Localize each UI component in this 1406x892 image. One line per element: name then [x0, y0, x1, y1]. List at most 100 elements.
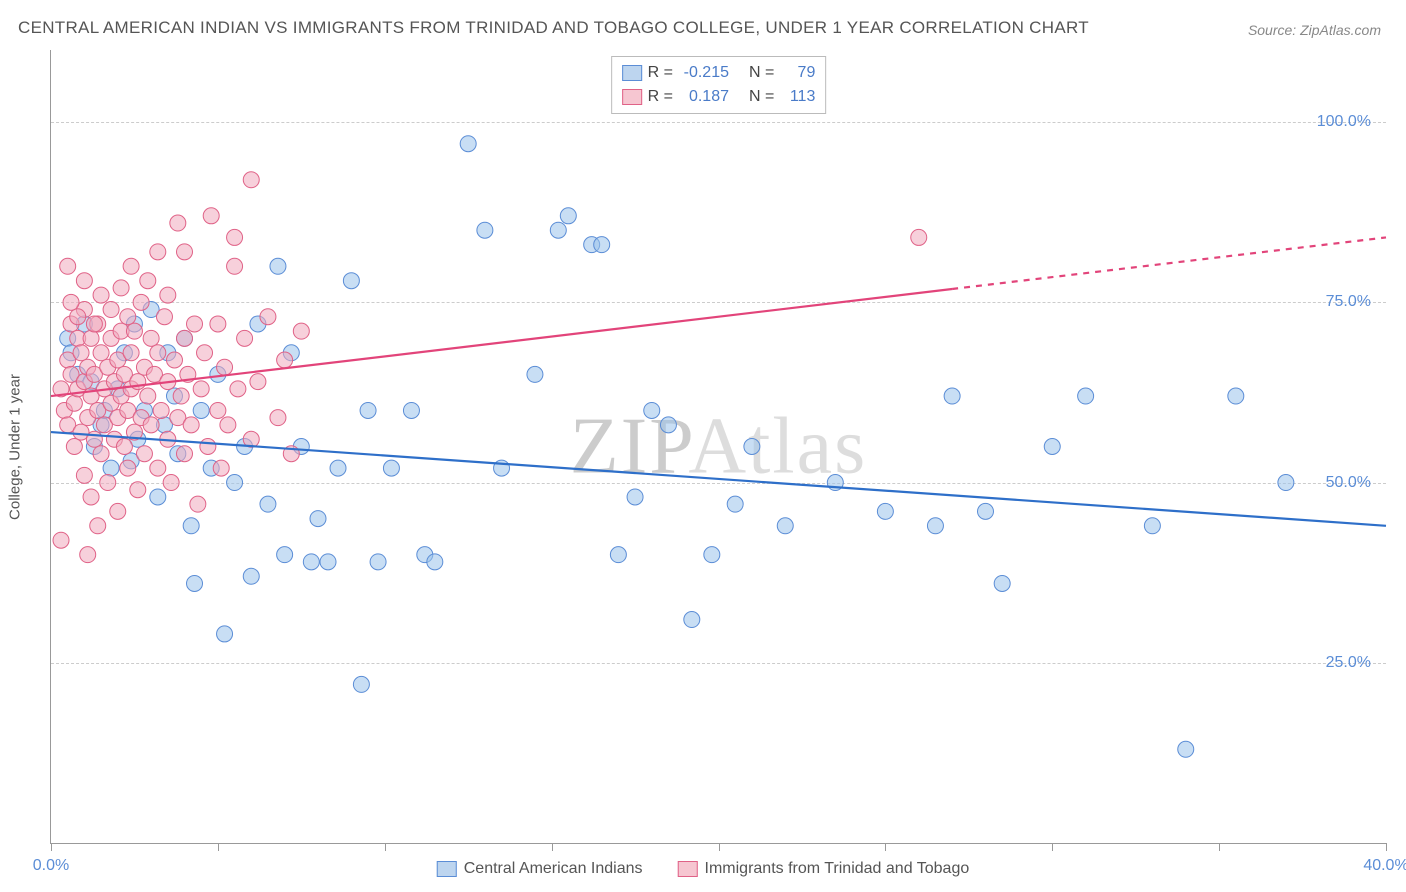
scatter-point — [1044, 439, 1060, 455]
legend-item: Central American Indians — [437, 860, 643, 878]
scatter-point — [103, 460, 119, 476]
scatter-point — [156, 309, 172, 325]
scatter-point — [293, 323, 309, 339]
scatter-point — [527, 366, 543, 382]
scatter-point — [1228, 388, 1244, 404]
scatter-point — [200, 439, 216, 455]
scatter-point — [100, 475, 116, 491]
legend-stats-row: R = 0.187 N = 113 — [622, 85, 816, 109]
scatter-point — [237, 330, 253, 346]
scatter-point — [153, 402, 169, 418]
scatter-point — [210, 402, 226, 418]
scatter-point — [120, 309, 136, 325]
scatter-point — [150, 460, 166, 476]
scatter-point — [190, 496, 206, 512]
scatter-point — [277, 352, 293, 368]
scatter-point — [203, 208, 219, 224]
legend-bottom: Central American IndiansImmigrants from … — [437, 860, 970, 878]
scatter-point — [76, 273, 92, 289]
scatter-point — [177, 330, 193, 346]
scatter-point — [927, 518, 943, 534]
x-tick — [552, 843, 553, 851]
scatter-point — [90, 518, 106, 534]
legend-swatch — [678, 861, 698, 877]
scatter-point — [93, 345, 109, 361]
scatter-point — [140, 388, 156, 404]
scatter-point — [994, 575, 1010, 591]
scatter-point — [113, 280, 129, 296]
scatter-point — [210, 316, 226, 332]
scatter-point — [1178, 741, 1194, 757]
x-tick-label: 0.0% — [33, 857, 69, 875]
scatter-point — [143, 330, 159, 346]
scatter-point — [80, 547, 96, 563]
scatter-point — [477, 222, 493, 238]
scatter-point — [140, 273, 156, 289]
scatter-point — [330, 460, 346, 476]
scatter-point — [270, 410, 286, 426]
scatter-point — [130, 482, 146, 498]
scatter-point — [93, 446, 109, 462]
scatter-point — [193, 381, 209, 397]
scatter-point — [383, 460, 399, 476]
scatter-point — [270, 258, 286, 274]
scatter-point — [704, 547, 720, 563]
scatter-point — [220, 417, 236, 433]
scatter-point — [163, 475, 179, 491]
scatter-point — [978, 503, 994, 519]
scatter-point — [116, 439, 132, 455]
legend-stats-row: R = -0.215 N = 79 — [622, 61, 816, 85]
y-axis-label: College, Under 1 year — [7, 374, 24, 520]
scatter-point — [70, 309, 86, 325]
legend-swatch — [437, 861, 457, 877]
n-label: N = — [749, 85, 774, 109]
scatter-point — [877, 503, 893, 519]
x-tick — [51, 843, 52, 851]
trend-line-dashed — [952, 237, 1386, 289]
scatter-point — [260, 309, 276, 325]
scatter-point — [1278, 475, 1294, 491]
scatter-point — [644, 402, 660, 418]
plot-region: ZIPAtlas 25.0%50.0%75.0%100.0%0.0%40.0% … — [50, 50, 1386, 844]
scatter-point — [243, 172, 259, 188]
scatter-point — [610, 547, 626, 563]
scatter-point — [63, 294, 79, 310]
scatter-point — [126, 323, 142, 339]
scatter-point — [684, 612, 700, 628]
scatter-point — [911, 229, 927, 245]
chart-title: CENTRAL AMERICAN INDIAN VS IMMIGRANTS FR… — [18, 18, 1089, 38]
x-tick — [1386, 843, 1387, 851]
x-tick — [719, 843, 720, 851]
n-value: 79 — [780, 61, 815, 85]
scatter-point — [150, 244, 166, 260]
scatter-point — [777, 518, 793, 534]
r-label: R = — [648, 85, 673, 109]
scatter-point — [217, 359, 233, 375]
scatter-point — [136, 446, 152, 462]
x-tick — [885, 843, 886, 851]
scatter-point — [177, 446, 193, 462]
scatter-point — [183, 417, 199, 433]
scatter-point — [353, 676, 369, 692]
legend-label: Central American Indians — [464, 860, 643, 878]
scatter-point — [230, 381, 246, 397]
x-tick — [385, 843, 386, 851]
scatter-point — [166, 352, 182, 368]
scatter-point — [120, 460, 136, 476]
scatter-point — [170, 215, 186, 231]
scatter-point — [83, 330, 99, 346]
scatter-point — [343, 273, 359, 289]
scatter-point — [560, 208, 576, 224]
scatter-point — [360, 402, 376, 418]
scatter-point — [660, 417, 676, 433]
scatter-point — [150, 345, 166, 361]
scatter-point — [193, 402, 209, 418]
scatter-point — [310, 511, 326, 527]
scatter-point — [53, 532, 69, 548]
scatter-point — [727, 496, 743, 512]
scatter-point — [260, 496, 276, 512]
scatter-point — [277, 547, 293, 563]
scatter-point — [227, 258, 243, 274]
x-tick — [1219, 843, 1220, 851]
scatter-point — [550, 222, 566, 238]
